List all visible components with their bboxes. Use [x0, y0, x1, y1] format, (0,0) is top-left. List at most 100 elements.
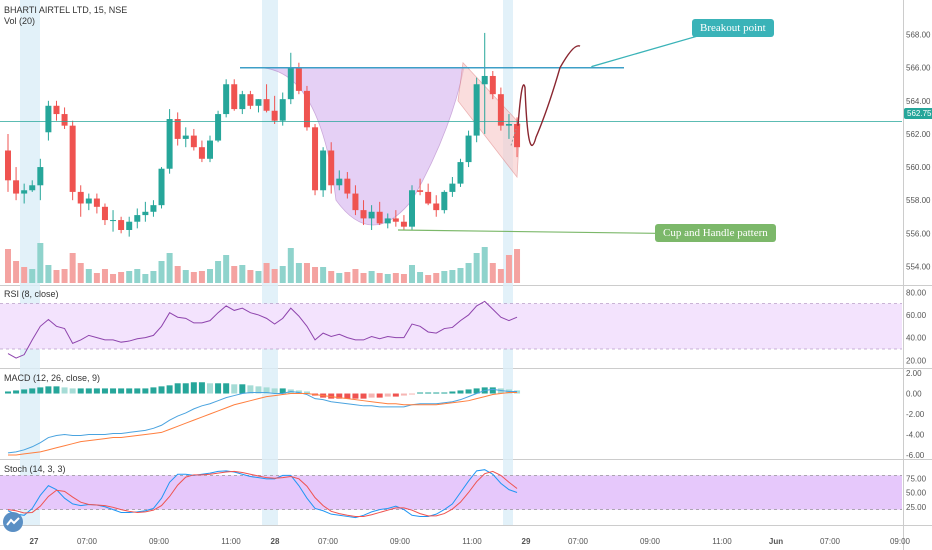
volume-bar: [166, 253, 173, 283]
volume-bar: [247, 270, 254, 283]
macd-hist-bar: [295, 390, 302, 394]
volume-bar: [110, 274, 117, 283]
time-tick: 09:00: [890, 537, 911, 546]
breakout-callout[interactable]: Breakout point: [692, 19, 774, 37]
candle-body: [207, 140, 213, 159]
candle-body: [344, 178, 351, 194]
volume-bar: [425, 275, 432, 283]
macd-line: [7, 388, 518, 454]
macd-hist-bar: [69, 388, 76, 394]
pattern-callout[interactable]: Cup and Handle pattern: [655, 224, 776, 242]
volume-bar: [457, 268, 464, 283]
volume-bar: [489, 263, 496, 283]
candle-body: [514, 124, 521, 148]
volume-bar: [255, 271, 262, 283]
candle-body: [198, 147, 205, 159]
volume-bar: [481, 247, 488, 283]
stoch-legend: Stoch (14, 3, 3): [4, 464, 66, 474]
volume-bar: [473, 253, 480, 283]
macd-hist-bar: [417, 392, 424, 394]
pattern-pointer: [397, 229, 656, 234]
candle-body: [166, 119, 173, 169]
time-tick: 07:00: [820, 537, 841, 546]
stoch-tick: 25.00: [906, 503, 927, 512]
candle-body: [409, 190, 415, 227]
candle-body: [45, 105, 52, 133]
macd-hist-bar: [263, 387, 270, 394]
macd-hist-bar: [215, 383, 222, 394]
last-price-tag: 562.75: [904, 108, 932, 119]
volume-bar: [37, 243, 44, 283]
volume-bar: [271, 269, 278, 283]
macd-hist-bar: [360, 393, 367, 399]
candle-body: [295, 67, 302, 91]
macd-hist-bar: [239, 384, 246, 394]
breakout-pointer: [590, 33, 706, 68]
candle-body: [287, 67, 294, 100]
projection-path: [517, 45, 581, 146]
candle-body: [150, 205, 157, 212]
price-tick: 562.00: [906, 130, 931, 139]
projection-dash: [510, 128, 517, 146]
macd-hist-bar: [142, 388, 149, 394]
macd-hist-bar: [409, 393, 415, 395]
candle-body: [29, 185, 36, 191]
candle-body: [85, 198, 92, 204]
macd-hist-bar: [207, 383, 213, 394]
macd-hist-bar: [5, 391, 11, 394]
volume-bar: [85, 269, 92, 283]
candle-body: [303, 90, 310, 128]
candle-body: [505, 124, 512, 126]
macd-hist-bar: [344, 393, 351, 399]
volume-bar: [312, 267, 319, 283]
candle-body: [61, 114, 68, 126]
macd-hist-bar: [441, 392, 448, 394]
volume-bar: [344, 272, 351, 283]
tradingview-logo[interactable]: [3, 512, 23, 532]
rsi-tick: 80.00: [906, 288, 927, 297]
rsi-tick: 20.00: [906, 356, 927, 365]
macd-hist-bar: [392, 393, 399, 397]
candle-body: [376, 211, 383, 224]
time-tick: 07:00: [568, 537, 589, 546]
volume-bar: [352, 269, 359, 283]
candle-body: [110, 220, 117, 222]
candle-body: [465, 135, 472, 163]
macd-tick: 0.00: [906, 390, 922, 399]
time-tick: 09:00: [390, 537, 411, 546]
candle-body: [328, 150, 335, 186]
volume-bar: [320, 267, 327, 283]
macd-tick: -4.00: [906, 430, 925, 439]
rsi-tick: 60.00: [906, 311, 927, 320]
candle-body: [21, 190, 28, 194]
macd-hist-bar: [61, 387, 68, 394]
volume-bar: [400, 274, 407, 283]
volume-bar: [239, 265, 246, 283]
time-tick: 11:00: [462, 537, 482, 546]
time-tick: 07:00: [77, 537, 98, 546]
volume-bar: [409, 265, 415, 283]
candle-body: [77, 191, 84, 204]
rsi-band: [0, 303, 902, 349]
candle-body: [312, 127, 319, 191]
candle-body: [384, 218, 391, 224]
volume-bar: [134, 269, 141, 283]
macd-hist-bar: [400, 393, 407, 396]
candle-body: [223, 84, 230, 115]
macd-tick: 2.00: [906, 369, 922, 378]
price-tick: 558.00: [906, 196, 931, 205]
volume-bar: [336, 273, 343, 283]
volume-bar: [231, 266, 238, 283]
volume-bar: [61, 269, 68, 283]
candle-body: [255, 99, 262, 106]
candle-body: [174, 119, 181, 139]
stoch-d-line: [7, 470, 518, 517]
macd-hist-bar: [158, 386, 165, 394]
signal-line: [8, 392, 518, 456]
rsi-tick: 40.00: [906, 334, 927, 343]
time-tick: 29: [522, 537, 531, 546]
candle-body: [489, 75, 496, 95]
macd-hist-bar: [85, 388, 92, 394]
